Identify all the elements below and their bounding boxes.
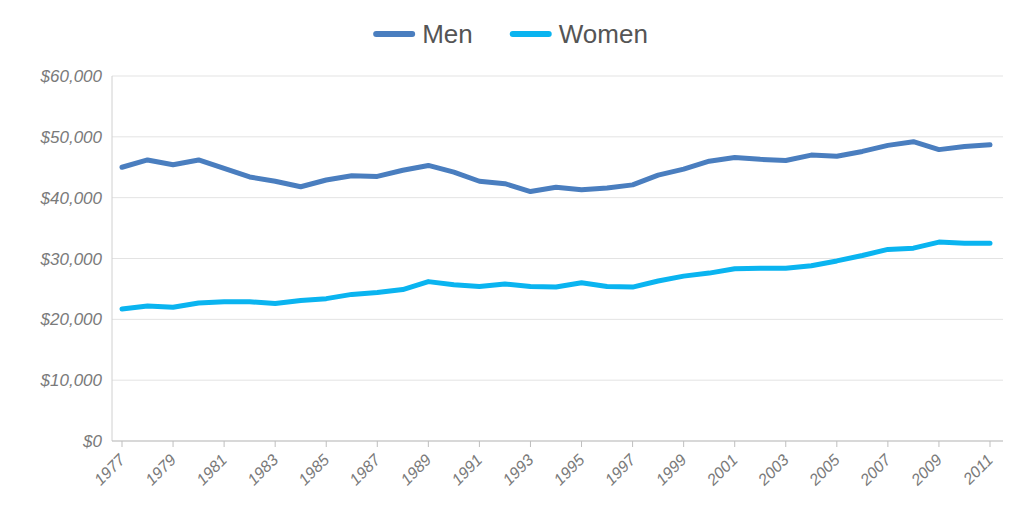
grid-line — [112, 258, 1003, 259]
x-tick — [326, 441, 327, 447]
x-tick — [887, 441, 888, 447]
x-tick-label: 1985 — [295, 451, 332, 488]
chart-container: $0 $10,000 $20,000 $30,000 $40,000 $50,000 $60… — [0, 0, 1024, 519]
grid-line — [112, 380, 1003, 381]
legend-label: Women — [559, 19, 648, 49]
grid-line — [112, 136, 1003, 137]
y-axis-line — [112, 76, 113, 441]
plot-area — [122, 142, 990, 309]
y-tick-label: $20,000 — [40, 310, 103, 329]
axes: $0 $10,000 $20,000 $30,000 $40,000 $50,000 $60… — [40, 67, 1003, 489]
x-tick-label: 2005 — [805, 451, 843, 489]
y-tick-label: $0 — [82, 432, 102, 451]
x-tick — [275, 441, 276, 447]
x-tick-label: 1979 — [142, 451, 179, 488]
x-tick-label: 1991 — [448, 451, 485, 488]
x-tick — [632, 441, 633, 447]
x-tick-label: 2003 — [754, 451, 792, 489]
x-tick — [785, 441, 786, 447]
y-tick-label: $30,000 — [40, 250, 103, 269]
x-tick — [734, 441, 735, 447]
legend-item: Women — [513, 19, 648, 49]
x-tick — [173, 441, 174, 447]
grid-line — [112, 76, 1003, 77]
legend-swatch — [513, 31, 549, 37]
x-tick-label: 1997 — [602, 450, 640, 488]
x-tick-label: 1993 — [499, 451, 536, 488]
x-tick — [530, 441, 531, 447]
legend-item: Men — [376, 19, 473, 49]
legend-label: Men — [422, 19, 473, 49]
y-tick-label: $50,000 — [40, 128, 103, 147]
grid-line — [112, 319, 1003, 320]
x-tick-label: 1977 — [91, 450, 129, 488]
legend-swatch — [376, 31, 412, 37]
x-tick — [938, 441, 939, 447]
x-tick-label: 2009 — [907, 451, 945, 489]
x-tick-label: 1981 — [193, 451, 230, 488]
x-tick-label: 2007 — [856, 450, 895, 489]
x-tick-label: 1987 — [346, 450, 384, 488]
grid-line — [112, 441, 1003, 442]
x-tick — [428, 441, 429, 447]
x-tick-label: 1999 — [653, 451, 690, 488]
y-tick-label: $10,000 — [40, 371, 103, 390]
x-tick — [683, 441, 684, 447]
grid-line — [112, 197, 1003, 198]
x-tick-label: 2011 — [959, 451, 996, 488]
x-tick — [479, 441, 480, 447]
x-tick — [581, 441, 582, 447]
x-tick — [224, 441, 225, 447]
x-tick — [990, 441, 991, 447]
x-tick-label: 1989 — [397, 451, 434, 488]
y-tick-label: $40,000 — [40, 189, 103, 208]
legend: Men Women — [376, 19, 648, 49]
series-line — [122, 242, 990, 309]
y-tick-label: $60,000 — [40, 67, 103, 86]
x-tick-label: 2001 — [703, 451, 741, 489]
x-tick-label: 1995 — [550, 451, 587, 488]
x-axis-line — [112, 441, 1003, 442]
chart-svg: $0 $10,000 $20,000 $30,000 $40,000 $50,000 $60… — [0, 0, 1024, 519]
x-tick — [122, 441, 123, 447]
x-tick-label: 1983 — [244, 451, 281, 488]
series-line — [122, 142, 990, 192]
x-tick — [836, 441, 837, 447]
x-tick — [377, 441, 378, 447]
